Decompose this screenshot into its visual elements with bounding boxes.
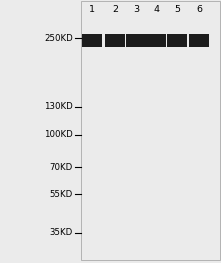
Text: 3: 3 [133,5,139,14]
Bar [146,34,166,47]
Text: 35KD: 35KD [50,228,73,237]
Text: 130KD: 130KD [44,102,73,111]
Text: 100KD: 100KD [44,130,73,139]
Bar [81,1,220,260]
Bar [82,34,102,47]
Text: 55KD: 55KD [50,190,73,199]
Text: 250KD: 250KD [44,34,73,43]
Bar [167,34,187,47]
Bar [126,34,146,47]
Text: 2: 2 [112,5,118,14]
Text: 1: 1 [89,5,95,14]
Text: 4: 4 [153,5,159,14]
Text: 5: 5 [174,5,180,14]
Bar [105,34,125,47]
Text: 6: 6 [196,5,202,14]
Bar [189,34,209,47]
Text: 70KD: 70KD [50,163,73,171]
